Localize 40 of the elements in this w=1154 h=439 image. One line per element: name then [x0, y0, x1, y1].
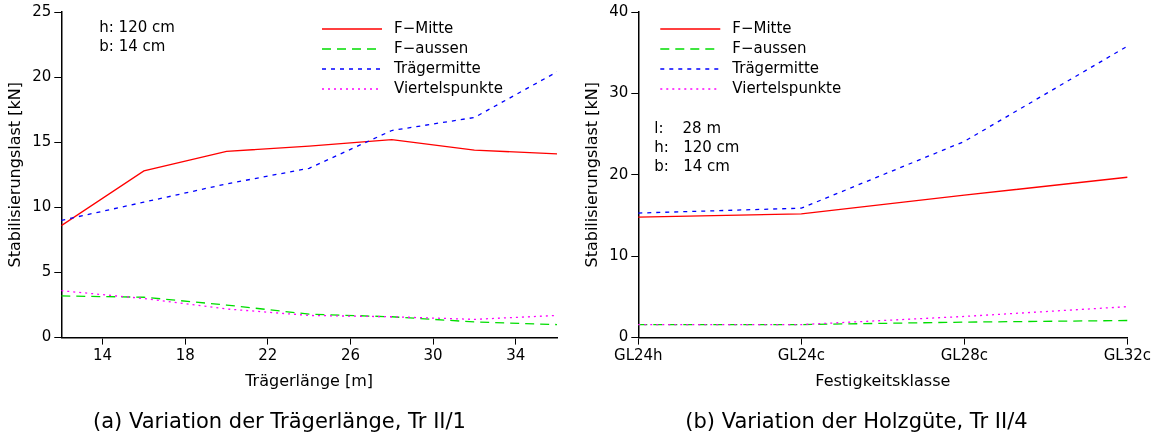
- legend-label: F−Mitte: [732, 18, 792, 37]
- y-tick-label: 0: [41, 327, 52, 346]
- x-tick-label: 26: [340, 346, 360, 365]
- y-tick-label: 20: [32, 67, 52, 86]
- x-tick-label: 18: [175, 346, 195, 365]
- legend-label: F−aussen: [394, 38, 469, 57]
- y-axis-title: Stabilisierungslast [kN]: [581, 82, 601, 268]
- legend-label: Trägermitte: [393, 58, 481, 77]
- y-tick-label: 15: [32, 132, 52, 151]
- y-tick-label: 20: [609, 164, 629, 183]
- y-tick-label: 30: [609, 83, 629, 102]
- x-tick-label: GL32c: [1103, 346, 1152, 365]
- text: (b) Variation der Holzgüte, Tr II/4: [685, 408, 1028, 433]
- y-tick-label: 25: [32, 1, 52, 20]
- x-tick-label: 22: [258, 346, 278, 365]
- x-tick-label: GL24h: [614, 346, 663, 365]
- annotation: b: 14 cm: [654, 156, 730, 175]
- text: (a) Variation der Trägerlänge, Tr II/1: [93, 408, 466, 433]
- annotation: h: 120 cm: [99, 17, 175, 36]
- x-tick-label: GL28c: [940, 346, 988, 365]
- annotation: b: 14 cm: [99, 36, 166, 55]
- y-tick-label: 0: [618, 327, 629, 346]
- x-tick-label: 34: [506, 346, 526, 365]
- x-tick-label: GL24c: [777, 346, 825, 365]
- x-tick-label: 30: [423, 346, 443, 365]
- y-tick-label: 10: [32, 197, 52, 216]
- legend-label: Viertelspunkte: [394, 78, 503, 97]
- legend-label: F−aussen: [732, 38, 807, 57]
- legend-label: F−Mitte: [394, 18, 454, 37]
- legend-label: Trägermitte: [731, 58, 820, 77]
- annotation: h: 120 cm: [654, 137, 740, 156]
- x-axis-title: Trägerlänge [m]: [244, 371, 374, 391]
- y-tick-label: 10: [609, 246, 629, 265]
- y-axis-title: Stabilisierungslast [kN]: [4, 82, 24, 268]
- legend-label: Viertelspunkte: [732, 78, 842, 97]
- x-axis-title: Festigkeitsklasse: [815, 371, 951, 391]
- y-tick-label: 40: [609, 1, 629, 20]
- y-tick-label: 5: [41, 262, 52, 281]
- x-tick-label: 14: [93, 346, 113, 365]
- annotation: l: 28 m: [654, 118, 722, 137]
